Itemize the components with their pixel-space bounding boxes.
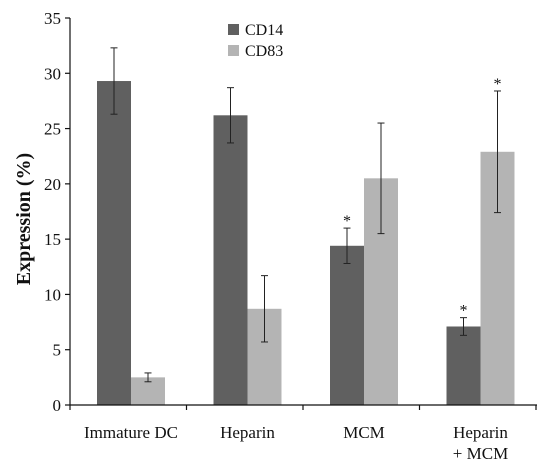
bar-cd14-1 (213, 115, 248, 405)
legend-swatch-cd83 (228, 45, 239, 56)
category-label-2-line-0: MCM (343, 423, 385, 442)
category-label-3-line-1: + MCM (453, 444, 508, 463)
significance-markers-layer: * * * (343, 76, 502, 320)
bar-cd14-0 (97, 81, 131, 406)
legend-label-cd83: CD83 (245, 43, 283, 60)
category-label-3-line-0: Heparin (453, 423, 508, 442)
significance-marker-cd14-3: * (460, 303, 468, 320)
bar-cd14-2 (330, 245, 364, 405)
category-label-1-line-0: Heparin (220, 423, 275, 442)
x-category-labels: Immature DC Heparin MCM Heparin + MCM (84, 423, 508, 463)
y-tick-label-10: 10 (44, 285, 61, 304)
y-tick-label-35: 35 (44, 9, 61, 28)
y-tick-label-30: 30 (44, 64, 61, 83)
legend-label-cd14: CD14 (245, 22, 283, 39)
bar-cd14-3 (446, 326, 481, 405)
y-tick-label-15: 15 (44, 230, 61, 249)
y-tick-label-25: 25 (44, 120, 61, 139)
y-tick-label-5: 5 (53, 341, 62, 360)
category-label-0-line-0: Immature DC (84, 423, 178, 442)
bars-layer (97, 81, 515, 406)
y-axis-title: Expression (%) (13, 153, 35, 285)
legend-swatch-cd14 (228, 24, 239, 35)
y-tick-labels: 0 5 10 15 20 25 30 35 (44, 9, 61, 415)
legend: CD14 CD83 (228, 22, 283, 60)
error-bars-layer (110, 47, 501, 383)
significance-marker-cd14-2: * (343, 213, 351, 230)
axes-layer (65, 17, 537, 410)
significance-marker-cd83-3: * (494, 76, 502, 93)
y-tick-label-20: 20 (44, 175, 61, 194)
y-tick-label-0: 0 (53, 396, 62, 415)
